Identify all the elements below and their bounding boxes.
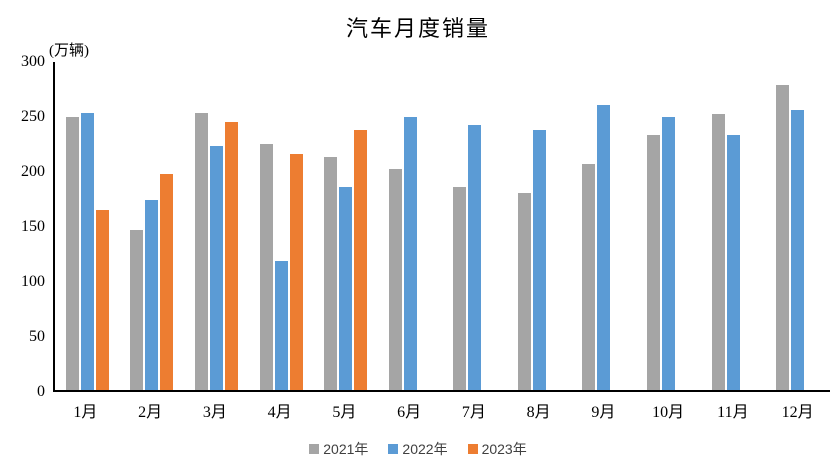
legend: 2021年 2022年 2023年 [0,439,836,459]
bar-2021年-6月 [388,169,402,390]
bar-2022年-1月 [80,113,94,390]
legend-item-2023年: 2023年 [467,439,527,459]
y-tick-label-100: 100 [21,273,45,290]
bar-2022年-6月 [403,116,417,390]
bar-group-8月 [507,62,572,390]
bar-2021年-1月 [65,116,79,390]
plot-area [53,62,830,392]
bar-2021年-10月 [646,135,660,390]
y-axis-unit-label: (万辆) [49,43,89,59]
bar-2021年-3月 [194,113,208,390]
bar-2022年-4月 [274,261,288,390]
bar-group-9月 [572,62,637,390]
bar-2021年-9月 [582,163,596,390]
bar-2023年-3月 [224,122,238,390]
x-tick-label-3月: 3月 [202,404,227,421]
bar-2021年-7月 [453,186,467,390]
y-tick-label-50: 50 [29,328,45,345]
bar-2021年-8月 [517,193,531,390]
x-tick-label-5月: 5月 [332,404,357,421]
x-tick-label-10月: 10月 [652,404,685,421]
legend-label-2023年: 2023年 [481,441,527,457]
x-tick-label-11月: 11月 [717,404,749,421]
bar-2021年-11月 [711,114,725,390]
bar-2023年-4月 [289,153,303,390]
bar-2022年-8月 [532,129,546,390]
bar-2022年-10月 [661,116,675,390]
bar-group-4月 [249,62,314,390]
bar-group-7月 [442,62,507,390]
bar-2023年-5月 [354,129,368,390]
legend-swatch-2022年 [388,444,399,454]
x-tick-label-7月: 7月 [461,404,486,421]
y-tick-label-0: 0 [37,383,45,400]
bar-2022年-5月 [339,186,353,390]
bar-groups [55,62,830,390]
bar-group-2月 [120,62,185,390]
bar-group-12月 [765,62,830,390]
legend-swatch-2021年 [309,444,320,454]
y-tick-label-150: 150 [21,218,45,235]
bar-2022年-11月 [726,135,740,390]
x-tick-label-1月: 1月 [73,404,98,421]
x-tick-label-9月: 9月 [591,404,616,421]
y-tick-label-250: 250 [21,108,45,125]
chart-title: 汽车月度销量 [345,16,490,41]
x-axis-tick-labels: 1月 2月 3月 4月 5月 6月 7月 8月 9月 10月 11月 12月 [53,398,830,422]
legend-label-2022年: 2022年 [402,441,448,457]
x-tick-label-6月: 6月 [397,404,422,421]
x-tick-label-4月: 4月 [267,404,292,421]
bar-group-6月 [378,62,443,390]
bar-2023年-1月 [95,209,109,390]
x-tick-label-12月: 12月 [781,404,814,421]
bar-group-11月 [701,62,766,390]
bar-2021年-5月 [324,157,338,390]
legend-item-2022年: 2022年 [388,439,448,459]
bar-2021年-4月 [259,144,273,390]
bar-2022年-3月 [209,146,223,390]
bar-group-5月 [313,62,378,390]
legend-label-2021年: 2021年 [323,441,369,457]
bar-group-3月 [184,62,249,390]
bar-2022年-9月 [597,104,611,390]
bar-2022年-7月 [468,125,482,390]
y-tick-label-300: 300 [21,53,45,70]
x-tick-label-8月: 8月 [526,404,551,421]
bar-group-10月 [636,62,701,390]
bar-2021年-12月 [776,84,790,390]
x-tick-label-2月: 2月 [138,404,163,421]
legend-swatch-2023年 [467,444,478,454]
bar-2022年-2月 [145,199,159,390]
y-tick-label-200: 200 [21,163,45,180]
bar-2022年-12月 [791,110,805,390]
bar-2023年-2月 [160,173,174,390]
bar-2021年-2月 [130,230,144,390]
bar-group-1月 [55,62,120,390]
legend-item-2021年: 2021年 [309,439,368,459]
